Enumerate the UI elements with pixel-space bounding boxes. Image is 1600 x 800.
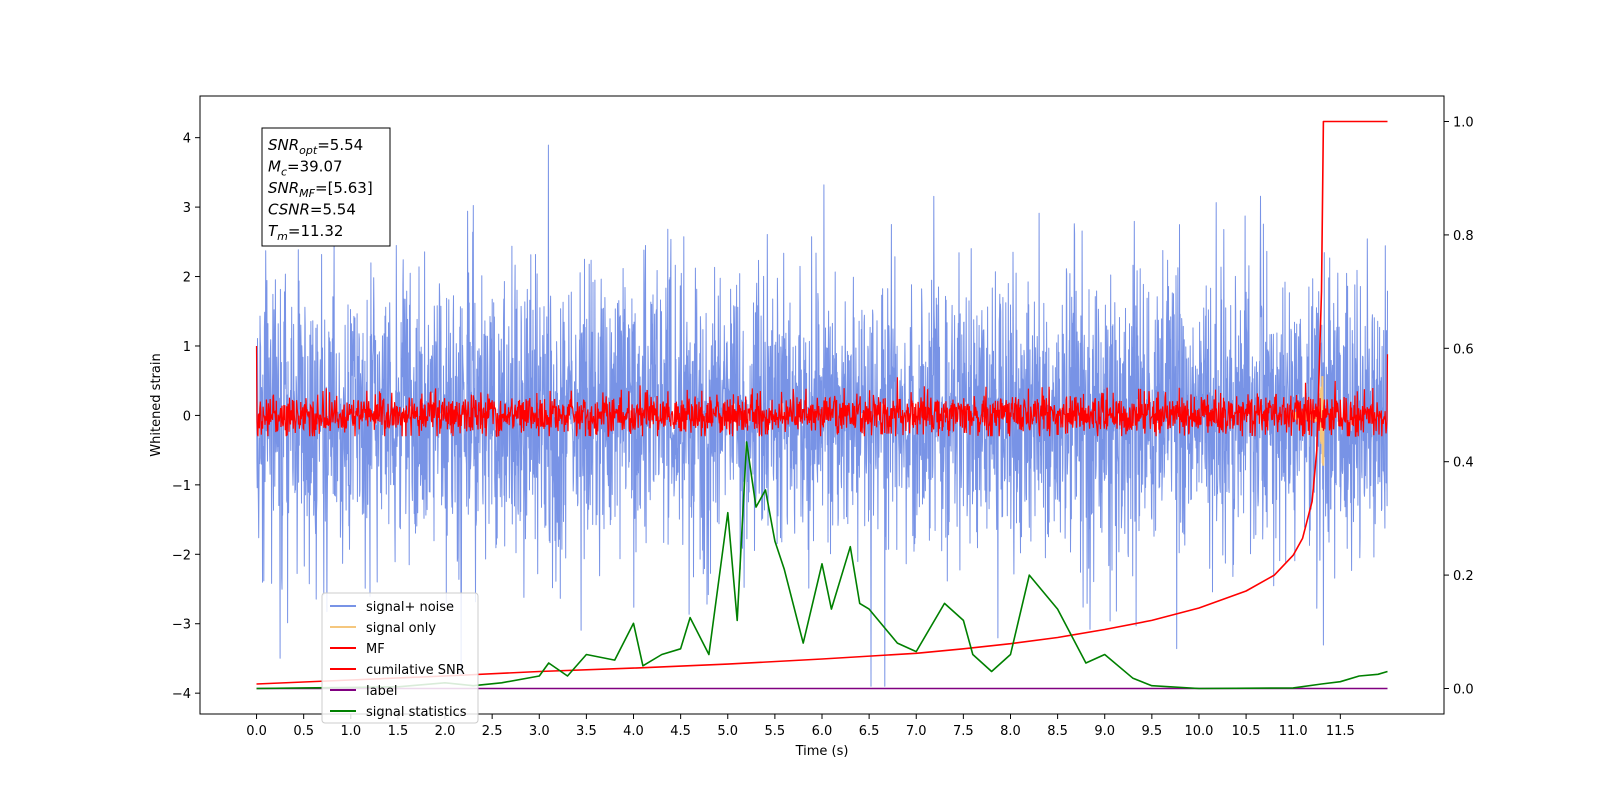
annotation-subscript: MF xyxy=(299,187,315,200)
y-left-tick-label: −2 xyxy=(172,548,191,563)
annotation-symbol: T xyxy=(268,222,279,240)
annotation-line: CSNR=5.54 xyxy=(268,201,356,219)
y-left-tick-label: 0 xyxy=(183,409,191,424)
legend-label: signal statistics xyxy=(366,705,467,720)
x-tick-label: 8.0 xyxy=(1000,724,1021,739)
legend-label: cumilative SNR xyxy=(366,663,465,678)
series-signal-noise-line xyxy=(256,144,1388,687)
legend-label: label xyxy=(366,684,397,699)
annotation-subscript: m xyxy=(277,230,288,243)
y-axis-left: −4 −3 −2 −1 0 1 2 3 4 xyxy=(172,132,200,702)
x-tick-label: 11.0 xyxy=(1279,724,1308,739)
series-cumilative-snr-line xyxy=(256,120,1388,685)
annotation-subscript: opt xyxy=(299,144,318,157)
y-axis-right: 0.0 0.2 0.4 0.6 0.8 1.0 xyxy=(1444,116,1474,697)
annotation-value: =11.32 xyxy=(288,222,344,240)
x-tick-label: 9.5 xyxy=(1142,724,1163,739)
x-tick-label: 5.5 xyxy=(765,724,786,739)
annotation-symbol: SNR xyxy=(268,179,299,197)
x-tick-label: 7.5 xyxy=(953,724,974,739)
annotation-symbol: CSNR xyxy=(268,201,310,219)
x-tick-label: 2.0 xyxy=(435,724,456,739)
y-right-tick-label: 0.6 xyxy=(1453,342,1474,357)
annotation-subscript: c xyxy=(281,166,287,179)
annotation-line: Tm=11.32 xyxy=(268,222,343,243)
x-tick-label: 9.0 xyxy=(1094,724,1115,739)
x-tick-label: 6.5 xyxy=(859,724,880,739)
x-tick-label: 1.5 xyxy=(388,724,409,739)
x-tick-label: 10.5 xyxy=(1232,724,1261,739)
y-right-tick-label: 0.4 xyxy=(1453,456,1474,471)
x-tick-label: 1.0 xyxy=(340,724,361,739)
legend-label: MF xyxy=(366,642,385,657)
y-left-tick-label: 4 xyxy=(183,132,191,147)
annotation-line: Mc=39.07 xyxy=(268,158,343,179)
y-left-tick-label: 3 xyxy=(183,201,191,216)
x-tick-label: 6.0 xyxy=(812,724,833,739)
x-tick-label: 0.5 xyxy=(293,724,314,739)
legend: signal+ noise signal only MF cumilative SNR… xyxy=(321,592,479,724)
y-left-tick-label: 1 xyxy=(183,340,191,355)
y-axis-title: Whitened strain xyxy=(149,353,164,456)
x-tick-label: 0.0 xyxy=(246,724,267,739)
series-mf-line xyxy=(255,345,1389,437)
annotation-symbol: M xyxy=(268,158,281,176)
x-tick-label: 5.0 xyxy=(717,724,738,739)
y-right-tick-label: 0.2 xyxy=(1453,569,1474,584)
x-tick-label: 8.5 xyxy=(1047,724,1068,739)
series-signal-statistics-line xyxy=(256,441,1388,690)
annotation-value: =5.54 xyxy=(317,136,363,154)
x-tick-label: 3.0 xyxy=(529,724,550,739)
annotation-frame xyxy=(261,127,391,247)
x-tick-label: 7.0 xyxy=(906,724,927,739)
annotation-box: SNRopt=5.54Mc=39.07SNRMF=[5.63]CSNR=5.54… xyxy=(261,127,391,247)
annotation-value: =39.07 xyxy=(287,158,343,176)
legend-frame xyxy=(321,592,479,724)
y-right-tick-label: 0.0 xyxy=(1453,682,1474,697)
annotation-symbol: SNR xyxy=(268,136,299,154)
y-left-tick-label: −4 xyxy=(172,687,191,702)
x-tick-label: 4.5 xyxy=(670,724,691,739)
x-axis-title: Time (s) xyxy=(795,744,849,759)
series-layer xyxy=(255,120,1389,690)
x-axis: 0.0 0.5 1.0 1.5 2.0 2.5 3.0 3.5 4.0 4.5 5.0 5.5 6.0 6… xyxy=(246,714,1355,739)
y-left-tick-label: −1 xyxy=(172,479,191,494)
y-left-tick-label: 2 xyxy=(183,271,191,286)
x-tick-label: 4.0 xyxy=(623,724,644,739)
y-right-tick-label: 0.8 xyxy=(1453,229,1474,244)
y-right-tick-label: 1.0 xyxy=(1453,116,1474,131)
x-tick-label: 3.5 xyxy=(576,724,597,739)
annotation-value: =5.54 xyxy=(310,201,356,219)
annotation-line: SNRopt=5.54 xyxy=(268,136,363,157)
y-left-tick-label: −3 xyxy=(172,618,191,633)
x-tick-label: 10.0 xyxy=(1184,724,1213,739)
annotation-value: =[5.63] xyxy=(315,179,373,197)
legend-label: signal+ noise xyxy=(366,600,454,615)
legend-label: signal only xyxy=(366,621,436,636)
x-tick-label: 11.5 xyxy=(1326,724,1355,739)
x-tick-label: 2.5 xyxy=(482,724,503,739)
annotation-line: SNRMF=[5.63] xyxy=(268,179,373,200)
